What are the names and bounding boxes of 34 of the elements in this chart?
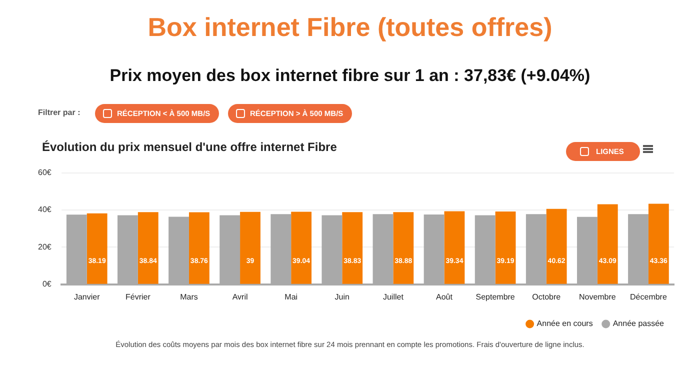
bar [546, 208, 567, 284]
bar [86, 213, 108, 284]
x-tick-label: Juillet [382, 292, 404, 302]
x-tick-label: Octobre [532, 292, 562, 302]
x-tick-label: Décembre [630, 292, 668, 302]
bar [291, 212, 312, 284]
x-tick-label: Janvier [74, 292, 100, 302]
legend-label: Année passée [612, 319, 665, 328]
y-tick-label: 0€ [42, 280, 52, 289]
text: Filtrer par : [38, 108, 80, 117]
bar [597, 204, 618, 284]
y-tick-label: 20€ [38, 242, 52, 252]
x-tick-label: Juin [334, 292, 350, 302]
bar [444, 211, 465, 284]
bar [138, 212, 158, 284]
bar [240, 212, 260, 284]
chart-subtitle: Prix moyen des box internet fibre sur 1 an : 37,83€ (+9.04%) [108, 66, 592, 86]
bar [393, 212, 414, 284]
y-tick-label: 40€ [38, 205, 52, 214]
x-tick-label: Novembre [578, 292, 616, 302]
chart-title: Box internet Fibre (toutes offres) [146, 12, 554, 43]
bar [188, 212, 210, 284]
x-tick-label: Mai [284, 292, 298, 302]
bar [495, 212, 516, 284]
bar [648, 204, 669, 284]
x-tick-label: Mars [180, 292, 198, 302]
bar [342, 212, 363, 284]
legend-label: Année en cours [536, 319, 593, 328]
x-tick-label: Septembre [476, 292, 516, 302]
y-tick-label: 60€ [38, 168, 52, 178]
x-tick-label: Avril [232, 292, 248, 302]
x-tick-label: Février [125, 292, 151, 302]
x-tick-label: Août [436, 292, 454, 302]
text: Évolution du prix mensuel d'une offre internet Fibre [42, 140, 337, 154]
